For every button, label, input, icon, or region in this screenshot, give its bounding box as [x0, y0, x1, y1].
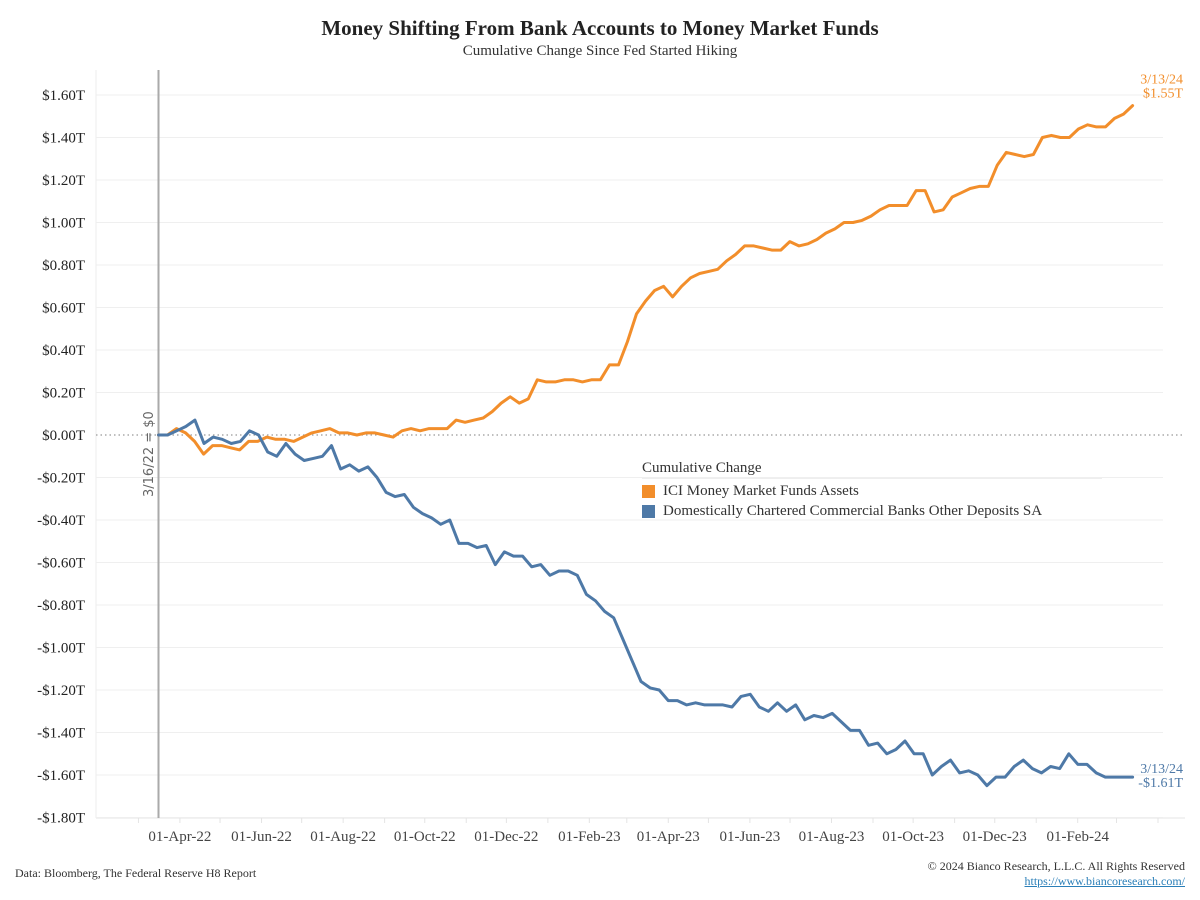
y-tick-label: -$1.40T — [37, 726, 85, 742]
y-tick-label: -$0.80T — [37, 598, 85, 614]
x-tick-label: 01-Feb-24 — [1046, 829, 1109, 845]
source-note: Data: Bloomberg, The Federal Reserve H8 … — [15, 866, 257, 880]
y-tick-label: $1.40T — [42, 131, 85, 147]
series-line-mmf — [157, 104, 1135, 456]
x-tick-label: 01-Apr-22 — [148, 829, 211, 845]
y-tick-label: -$0.40T — [37, 513, 85, 529]
website-link[interactable]: https://www.biancoresearch.com/ — [1024, 874, 1185, 888]
y-tick-label: -$1.00T — [37, 641, 85, 657]
y-tick-label: $1.60T — [42, 88, 85, 104]
y-tick-label: -$1.80T — [37, 811, 85, 827]
legend-title: Cumulative Change — [642, 460, 1102, 479]
x-tick-label: 01-Dec-22 — [474, 829, 538, 845]
y-tick-label: $0.60T — [42, 301, 85, 317]
legend-item-deposits[interactable]: Domestically Chartered Commercial Banks … — [642, 501, 1102, 521]
y-tick-label: -$0.60T — [37, 556, 85, 572]
y-tick-label: -$0.20T — [37, 471, 85, 487]
end-label-value: $1.55T — [1143, 87, 1184, 102]
copyright-text: © 2024 Bianco Research, L.L.C. All Right… — [927, 859, 1185, 873]
x-tick-label: 01-Jun-23 — [719, 829, 780, 845]
y-axis: $1.60T $1.40T $1.20T $1.00T $0.80T $0.60T $0.4… — [37, 88, 85, 827]
y-tick-label: $0.40T — [42, 343, 85, 359]
x-tick-label: 01-Jun-22 — [231, 829, 292, 845]
chart-title: Money Shifting From Bank Accounts to Mon… — [321, 16, 879, 40]
x-tick-label: 01-Oct-22 — [394, 829, 456, 845]
series-lines — [157, 104, 1135, 788]
x-tick-label: 01-Apr-23 — [637, 829, 700, 845]
series-line-deposits — [157, 418, 1135, 788]
y-tick-label: $1.00T — [42, 216, 85, 232]
x-tick-label: 01-Aug-23 — [799, 829, 865, 845]
legend: Cumulative Change ICI Money Market Funds… — [642, 460, 1102, 521]
copyright-block: © 2024 Bianco Research, L.L.C. All Right… — [928, 859, 1185, 889]
legend-item-mmf[interactable]: ICI Money Market Funds Assets — [642, 481, 1102, 501]
x-tick-label: 01-Oct-23 — [882, 829, 944, 845]
end-label-value: -$1.61T — [1138, 776, 1183, 791]
legend-swatch-deposits — [642, 504, 655, 518]
y-tick-label: $1.20T — [42, 173, 85, 189]
x-tick-label: 01-Feb-23 — [558, 829, 621, 845]
y-tick-label: $0.00T — [42, 428, 85, 444]
y-tick-label: $0.80T — [42, 258, 85, 274]
legend-swatch-mmf — [642, 484, 655, 498]
y-tick-label: $0.20T — [42, 386, 85, 402]
y-tick-label: -$1.20T — [37, 683, 85, 699]
reference-line-label: 3/16/22 = $0 — [142, 411, 157, 497]
x-tick-label: 01-Dec-23 — [963, 829, 1027, 845]
reference-lines: 3/16/22 = $0 — [96, 70, 1185, 818]
legend-label-deposits: Domestically Chartered Commercial Banks … — [663, 502, 1043, 519]
gridlines — [95, 70, 1185, 819]
legend-label-mmf: ICI Money Market Funds Assets — [663, 482, 859, 499]
end-label-date: 3/13/24 — [1140, 73, 1183, 88]
end-label-date: 3/13/24 — [1140, 762, 1183, 777]
x-axis: 01-Apr-22 01-Jun-22 01-Aug-22 01-Oct-22 01-D… — [137, 818, 1159, 845]
chart-subtitle: Cumulative Change Since Fed Started Hiki… — [462, 43, 738, 59]
x-tick-label: 01-Aug-22 — [310, 829, 376, 845]
y-tick-label: -$1.60T — [37, 768, 85, 784]
